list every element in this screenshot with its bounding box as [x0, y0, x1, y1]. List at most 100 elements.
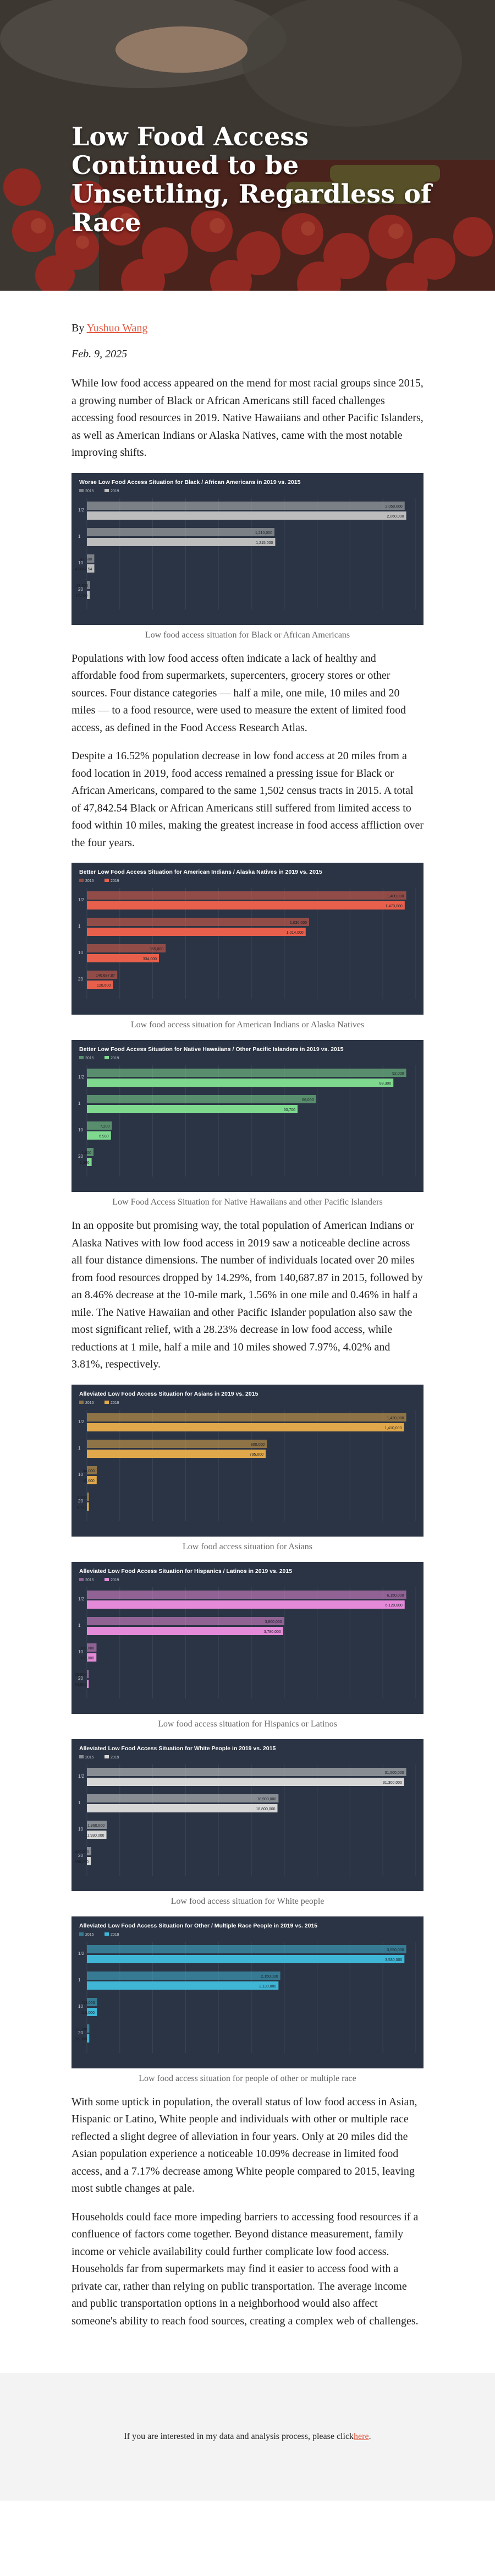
category-label: 1	[78, 1446, 81, 1451]
chart-title: Alleviated Low Food Access Situation for…	[79, 1923, 317, 1929]
bar-value-label: 390,000	[75, 1860, 89, 1864]
figure-caption: Low food access situation for Hispanics …	[158, 1719, 337, 1729]
bar-value-label: 1,215,000	[256, 541, 273, 545]
footer-text: If you are interested in my data and ana…	[124, 2432, 354, 2441]
bar	[87, 554, 95, 563]
figure-caption: Low food access situation for people of …	[139, 2073, 356, 2083]
bar	[87, 590, 90, 599]
bar-chart: Alleviated Low Food Access Situation for…	[72, 1916, 424, 2068]
bar-value-label: 6,150,000	[387, 1594, 404, 1598]
bar-value-label: 88,300	[380, 1082, 392, 1086]
legend-swatch	[105, 879, 109, 882]
figure: Better Low Food Access Situation for Ame…	[72, 863, 424, 1030]
bar-value-label: 2,130,000	[259, 1985, 276, 1989]
legend-swatch	[105, 488, 109, 492]
bar-value-label: 1,014,000	[287, 931, 304, 935]
bar	[87, 1502, 89, 1511]
bar	[87, 1095, 316, 1103]
category-label: 20	[78, 977, 83, 982]
category-label: 1/2	[78, 1774, 85, 1779]
bar	[87, 501, 405, 510]
bar-value-label: 120,600	[97, 984, 111, 988]
legend-swatch	[105, 1932, 109, 1936]
legend-label: 2015	[85, 1756, 94, 1760]
bar-chart: Worse Low Food Access Situation for Blac…	[72, 472, 424, 625]
bar	[87, 1981, 279, 1990]
bar	[87, 1945, 406, 1953]
bar-value-label: 365,000	[150, 947, 163, 951]
bar-value-label: 110,000	[81, 2011, 95, 2015]
bar	[87, 2034, 90, 2043]
bar	[87, 1069, 406, 1077]
category-label: 10	[78, 2004, 83, 2009]
figure: Better Low Food Access Situation for Nat…	[72, 1040, 424, 1207]
chart-title: Alleviated Low Food Access Situation for…	[79, 1745, 276, 1752]
author-link[interactable]: Yushuo Wang	[86, 322, 148, 334]
bar-value-label: 8,720	[77, 1506, 87, 1510]
paragraph: In an opposite but promising way, the to…	[72, 1219, 423, 1370]
bar	[87, 1439, 267, 1448]
bar	[87, 918, 310, 926]
figure-caption: Low food access situation for White peop…	[170, 1896, 324, 1906]
bar-value-label: 7,200	[100, 1125, 110, 1129]
bar-value-label: 1,030,000	[290, 921, 307, 925]
category-label: 10	[78, 1472, 83, 1477]
paragraph: With some uptick in population, the over…	[72, 2095, 417, 2195]
category-label: 1	[78, 534, 81, 539]
bar-value-label: 27,000	[75, 2028, 87, 2032]
bar-value-label: 6,120,000	[386, 1604, 403, 1608]
category-label: 1/2	[78, 1597, 85, 1602]
hero-banner: Low Food Access Continued to be Unsettli…	[0, 0, 495, 291]
category-label: 1/2	[78, 1951, 85, 1956]
legend-swatch	[79, 1056, 84, 1059]
chart-title: Alleviated Low Food Access Situation for…	[79, 1391, 258, 1397]
bar	[87, 564, 95, 573]
category-label: 1	[78, 1101, 81, 1106]
paragraph: While low food access appeared on the me…	[72, 377, 424, 459]
bar-value-label: 21,200	[76, 584, 89, 588]
data-process-link[interactable]: here	[354, 2432, 369, 2441]
bar-value-label: 185,000	[80, 1647, 94, 1651]
bar	[87, 1643, 97, 1652]
legend-label: 2019	[111, 879, 119, 883]
figure-caption: Low food access situation for American I…	[130, 1020, 365, 1030]
category-label: 10	[78, 1649, 83, 1654]
bar	[87, 511, 406, 520]
legend-label: 2015	[85, 1933, 94, 1937]
bar-value-label: 334,000	[143, 957, 157, 961]
bar	[87, 1600, 405, 1609]
figure: Alleviated Low Food Access Situation for…	[72, 1739, 424, 1907]
bar-value-label: 1,960,000	[87, 1824, 105, 1828]
figure-caption: Low food access situation for Asians	[183, 1542, 312, 1551]
bar-value-label: 18,900,000	[257, 1798, 276, 1801]
byline-prefix: By	[72, 322, 87, 334]
category-label: 10	[78, 950, 83, 955]
category-label: 1	[78, 924, 81, 929]
category-label: 20	[78, 587, 83, 592]
category-label: 1/2	[78, 1419, 85, 1424]
bar	[87, 1121, 112, 1130]
bar-value-label: 31,500,000	[385, 1771, 404, 1775]
bar	[87, 1777, 404, 1786]
bar-value-label: 47,842.54	[75, 568, 92, 571]
chart-title: Worse Low Food Access Situation for Blac…	[79, 479, 301, 486]
bar-value-label: 66,000	[302, 1098, 314, 1102]
bar-chart: Better Low Food Access Situation for Ame…	[72, 863, 424, 1015]
figure-caption: Low food access situation for Black or A…	[145, 630, 350, 640]
legend-label: 2015	[85, 1401, 94, 1405]
bar-chart: Alleviated Low Food Access Situation for…	[72, 1561, 424, 1714]
footer-end: .	[369, 2432, 371, 2441]
bar-value-label: 420,000	[75, 1850, 89, 1854]
bar-value-label: 1,930,000	[87, 1834, 104, 1838]
publish-date: Feb. 9, 2025	[72, 348, 128, 360]
legend-swatch	[79, 1932, 84, 1936]
legend-swatch	[79, 1577, 84, 1581]
bar	[87, 981, 113, 989]
bar-chart: Alleviated Low Food Access Situation for…	[72, 1739, 424, 1891]
legend-swatch	[79, 879, 84, 882]
bar	[87, 2007, 97, 2016]
legend-label: 2019	[111, 1756, 119, 1760]
legend-label: 2019	[111, 1056, 119, 1060]
bar-value-label: 3,800,000	[265, 1620, 282, 1624]
bar	[87, 1158, 92, 1166]
